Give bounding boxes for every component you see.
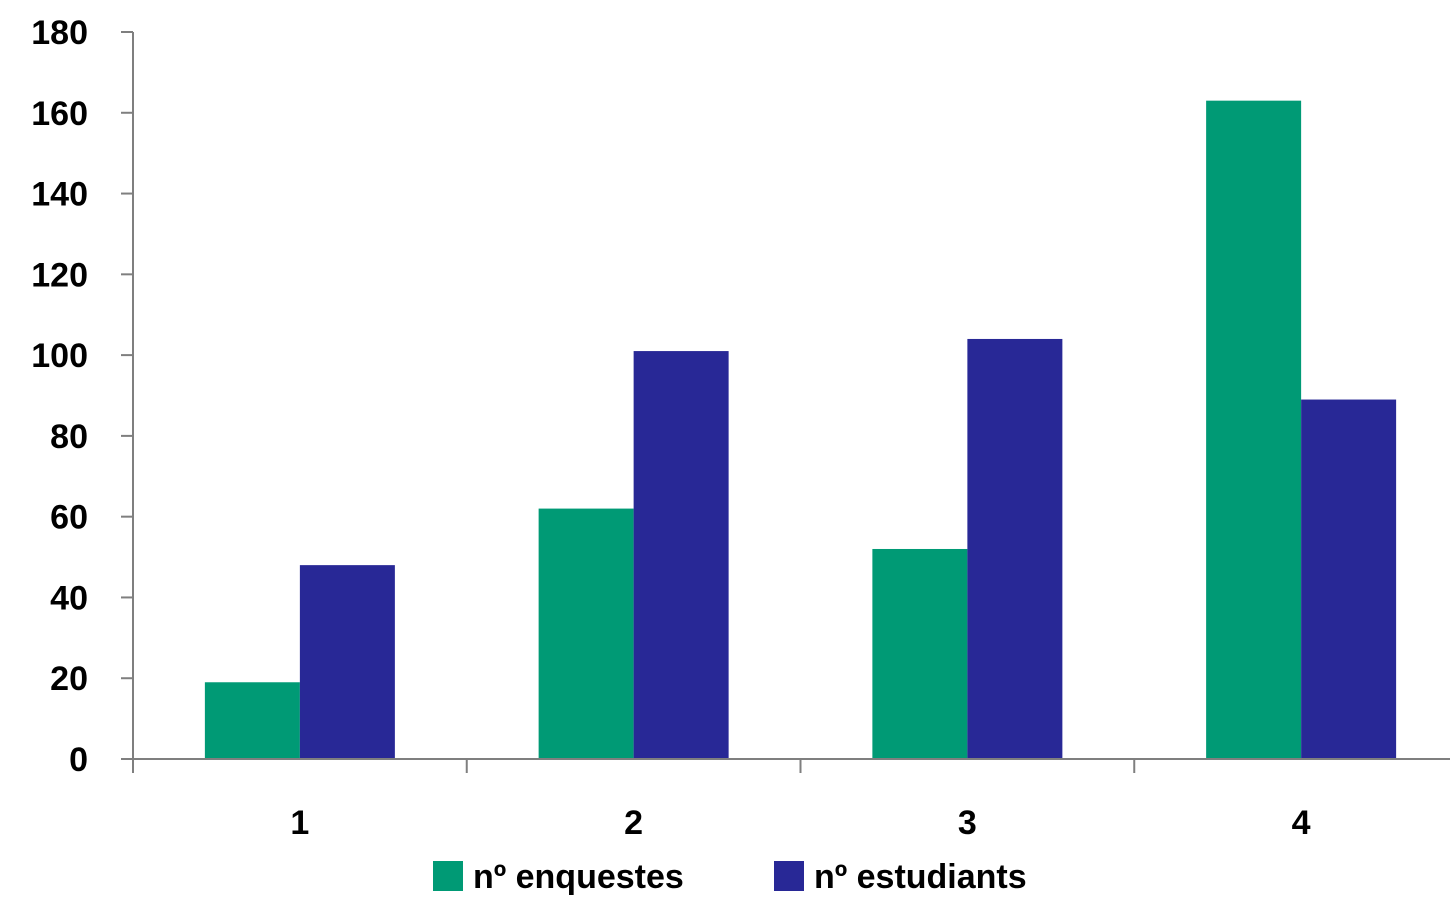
- y-axis-ticks: 0 20 40 60 80 100 120 140 160 180: [31, 14, 133, 779]
- y-tick-label: 0: [69, 741, 88, 779]
- legend-swatch: [774, 861, 804, 891]
- bars: [204, 100, 1397, 759]
- y-tick-label: 40: [50, 579, 88, 617]
- legend: nº enquestes nº estudiants: [433, 858, 1027, 896]
- y-tick-label: 140: [31, 176, 88, 214]
- y-tick-label: 60: [50, 499, 88, 537]
- bar-estudiants-1: [299, 565, 395, 759]
- bar-enquestes-2: [538, 508, 634, 759]
- x-tick-label: 1: [290, 804, 309, 842]
- x-tick-label: 3: [958, 804, 977, 842]
- legend-label: nº estudiants: [814, 858, 1027, 896]
- bar-estudiants-3: [967, 338, 1063, 759]
- y-tick-label: 20: [50, 660, 88, 698]
- x-tick-label: 4: [1292, 804, 1311, 842]
- y-tick-label: 160: [31, 95, 88, 133]
- bar-estudiants-2: [633, 351, 729, 759]
- bar-estudiants-4: [1301, 399, 1397, 759]
- y-tick-label: 180: [31, 14, 88, 52]
- y-tick-label: 120: [31, 256, 88, 294]
- x-axis-ticks: 1 2 3 4: [132, 759, 1311, 842]
- y-tick-label: 100: [31, 337, 88, 375]
- x-tick-label: 2: [624, 804, 643, 842]
- bar-enquestes-1: [204, 682, 300, 759]
- bar-enquestes-3: [872, 548, 968, 759]
- y-tick-label: 80: [50, 418, 88, 456]
- legend-label: nº enquestes: [473, 858, 684, 896]
- legend-swatch: [433, 861, 463, 891]
- bar-enquestes-4: [1206, 100, 1302, 759]
